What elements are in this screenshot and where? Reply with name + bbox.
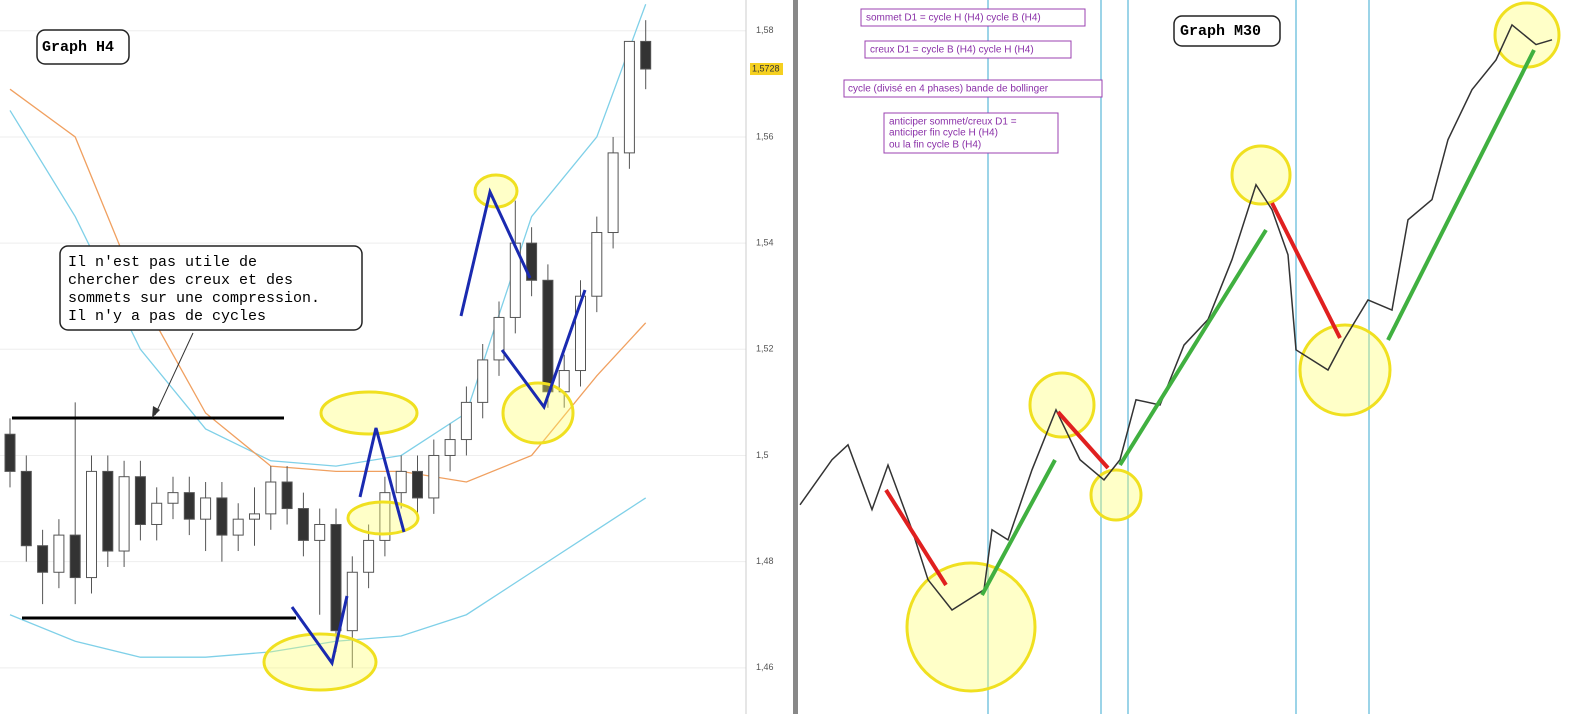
candle-body <box>314 523 326 541</box>
candle-body <box>607 152 619 234</box>
y-tick-label: 1,58 <box>756 25 774 35</box>
candle-body <box>493 316 505 361</box>
candle-body <box>477 359 489 403</box>
candle-body <box>363 539 375 573</box>
chart-title: Graph H4 <box>42 39 114 56</box>
candle-body <box>575 295 586 372</box>
m30-notes <box>843 8 1103 154</box>
candle-body <box>232 518 244 536</box>
candle-body <box>428 454 440 499</box>
note-text: cycle (divisé en 4 phases) bande de boll… <box>848 84 1049 95</box>
callout-text: chercher des creux et des <box>68 272 293 289</box>
candle-body <box>167 492 179 504</box>
candle-body <box>53 534 65 573</box>
note-text: creux D1 = cycle B (H4) cycle H (H4) <box>870 45 1034 56</box>
bollinger-band <box>9 88 647 483</box>
candle-body <box>591 232 603 297</box>
candle-body <box>640 40 652 70</box>
callout-text: Il n'est pas utile de <box>68 254 257 271</box>
candle-body <box>297 508 309 541</box>
h4-annotations <box>12 15 1281 692</box>
callout-text: Il n'y a pas de cycles <box>68 308 266 325</box>
candle-body <box>86 470 97 579</box>
y-tick-label: 1,52 <box>756 344 774 354</box>
y-tick-label: 1,54 <box>756 238 774 248</box>
cycle-circles <box>905 1 1561 693</box>
note-text: anticiper fin cycle H (H4) <box>889 128 998 139</box>
candle-body <box>412 470 423 499</box>
candle-body <box>69 534 81 579</box>
candle-body <box>460 401 472 441</box>
candle-body <box>330 523 342 632</box>
cycle-lines <box>987 0 1370 714</box>
candle-body <box>281 481 293 510</box>
candle-body <box>200 497 212 520</box>
note-text: ou la fin cycle B (H4) <box>889 140 981 151</box>
note-text: sommet D1 = cycle H (H4) cycle B (H4) <box>866 13 1041 24</box>
note-text: anticiper sommet/creux D1 = <box>889 117 1017 128</box>
candle-body <box>265 481 277 515</box>
y-tick-label: 1,5 <box>756 450 769 460</box>
candle-body <box>134 476 146 525</box>
y-tick-label: 1,56 <box>756 131 774 141</box>
callout-text: sommets sur une compression. <box>68 290 320 307</box>
candle-body <box>216 497 228 536</box>
candle-body <box>183 492 195 520</box>
candle-body <box>20 470 32 547</box>
m30-panel <box>799 0 1561 714</box>
y-tick-label: 1,48 <box>756 556 774 566</box>
chart-title: Graph M30 <box>1180 23 1261 40</box>
candle-body <box>4 433 16 472</box>
y-tick-label: 1,46 <box>756 662 774 672</box>
candle-body <box>118 476 130 552</box>
candle-body <box>379 492 391 541</box>
last-price-marker <box>750 63 783 76</box>
candle-body <box>526 242 538 281</box>
candle-body <box>102 470 114 552</box>
candle-body <box>249 513 260 520</box>
last-price-label: 1,5728 <box>752 63 780 73</box>
m30-arrows <box>884 49 1536 596</box>
candle-body <box>542 279 554 393</box>
candle-body <box>623 40 635 154</box>
candle-body <box>444 439 456 456</box>
candle-body <box>37 545 49 573</box>
candle-body <box>151 502 163 525</box>
price-line <box>799 23 1553 611</box>
candle-body <box>346 571 358 632</box>
candle-body <box>395 470 407 494</box>
panel-divider <box>793 0 798 714</box>
